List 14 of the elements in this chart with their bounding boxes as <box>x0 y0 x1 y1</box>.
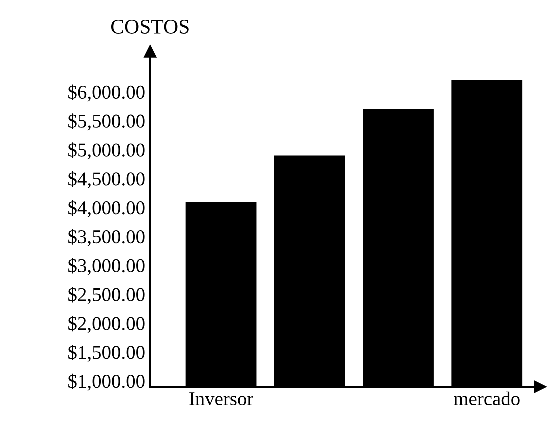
x-tick-label: Inversor <box>190 392 254 406</box>
y-tick-label: $1,000.00 <box>68 374 145 391</box>
y-tick-label: $2,000.00 <box>68 316 145 334</box>
y-axis-title: COSTOS <box>111 20 189 34</box>
y-tick-label: $4,500.00 <box>68 171 145 189</box>
y-tick-label: $2,500.00 <box>68 287 145 304</box>
x-tick-label: mercado <box>454 392 520 406</box>
y-tick-label: $5,500.00 <box>68 114 145 131</box>
y-tick-label: $5,000.00 <box>68 142 145 160</box>
y-tick-label: $3,500.00 <box>68 229 145 246</box>
y-tick-label: $3,000.00 <box>68 258 145 276</box>
y-tick-label: $6,000.00 <box>68 84 145 102</box>
y-tick-label: $1,500.00 <box>68 344 145 362</box>
y-tick-label: $4,000.00 <box>68 200 145 218</box>
